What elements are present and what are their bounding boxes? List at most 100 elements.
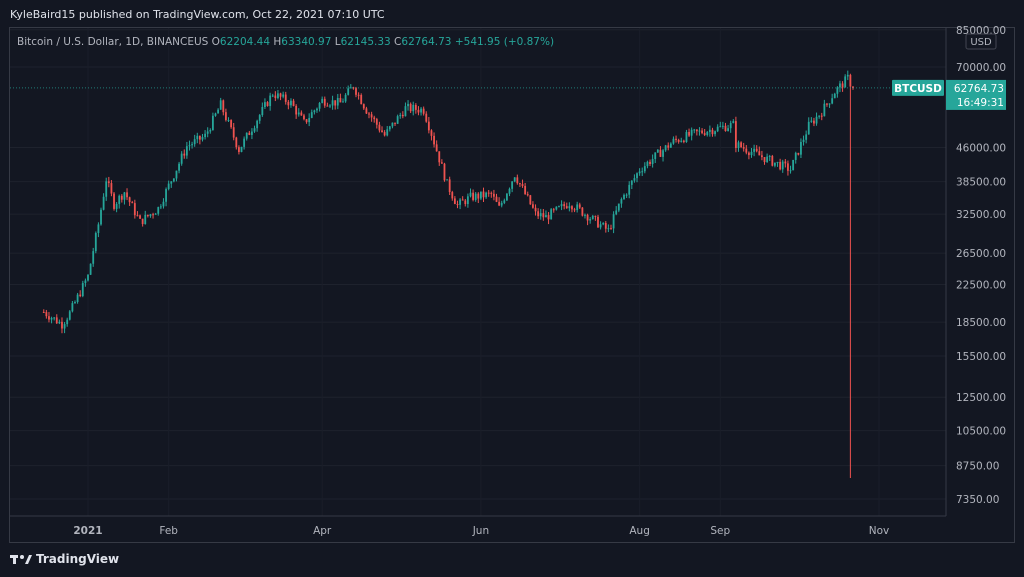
candle bbox=[761, 150, 763, 161]
candle-body bbox=[766, 156, 769, 163]
candle bbox=[89, 263, 92, 275]
candle bbox=[235, 136, 238, 150]
candle bbox=[157, 206, 160, 216]
candle-body bbox=[74, 302, 76, 304]
candle-body bbox=[839, 83, 841, 88]
candle-body bbox=[269, 95, 272, 107]
candle bbox=[50, 316, 53, 324]
candle-body bbox=[820, 115, 823, 117]
candle-body bbox=[394, 122, 396, 124]
brand-name: TradingView bbox=[36, 552, 120, 566]
candle bbox=[162, 198, 165, 209]
candle bbox=[472, 189, 475, 202]
candle bbox=[742, 142, 745, 152]
candle-body bbox=[529, 195, 532, 205]
candle-body bbox=[560, 204, 563, 207]
candle-body bbox=[409, 103, 412, 112]
candles bbox=[10, 70, 946, 479]
candle bbox=[602, 222, 605, 226]
candle bbox=[71, 300, 74, 313]
candle-body bbox=[206, 131, 209, 134]
change-value: +541.95 (+0.87%) bbox=[454, 36, 555, 48]
candle bbox=[344, 93, 347, 103]
symbol-tag-bg bbox=[892, 79, 944, 96]
candle-body bbox=[290, 100, 292, 106]
candle bbox=[690, 127, 693, 141]
top-bar: KyleBaird15 published on TradingView.com… bbox=[0, 0, 1024, 28]
currency-badge[interactable]: USD bbox=[965, 33, 997, 50]
candle-body bbox=[492, 193, 495, 197]
candle bbox=[412, 101, 415, 116]
candle bbox=[180, 151, 183, 166]
candle bbox=[456, 200, 459, 209]
candle bbox=[789, 165, 792, 174]
candle bbox=[599, 221, 602, 230]
candle bbox=[511, 180, 514, 193]
candle-body bbox=[238, 147, 240, 152]
candle bbox=[708, 125, 711, 137]
candle bbox=[482, 187, 485, 203]
price-axis: 85000.00 70000.00 46000.00 38500.00 32500.00… bbox=[892, 25, 1006, 506]
candle bbox=[185, 141, 188, 159]
candle bbox=[287, 100, 290, 110]
candle-body bbox=[232, 127, 235, 138]
candle bbox=[675, 135, 677, 143]
candle-body bbox=[271, 95, 274, 97]
candle bbox=[492, 189, 495, 201]
candle bbox=[110, 180, 113, 197]
candle bbox=[74, 300, 76, 304]
candle-body bbox=[563, 204, 566, 207]
candle bbox=[435, 140, 438, 152]
candle bbox=[584, 213, 586, 219]
candle-body bbox=[685, 132, 688, 142]
candle-body bbox=[768, 156, 771, 158]
candle-body bbox=[292, 100, 295, 106]
candle-body bbox=[461, 199, 464, 201]
candle-body bbox=[495, 196, 498, 202]
candle bbox=[115, 202, 118, 213]
candle-body bbox=[211, 115, 214, 131]
candle-body bbox=[776, 161, 779, 163]
candle-body bbox=[774, 162, 776, 166]
price-tick-label: 46000.00 bbox=[956, 142, 1006, 154]
candle bbox=[243, 136, 246, 150]
candle-body bbox=[224, 112, 227, 121]
candle bbox=[386, 125, 389, 137]
candle-body bbox=[771, 156, 774, 166]
tradingview-logo[interactable]: TradingView bbox=[10, 552, 119, 566]
candle-body bbox=[55, 317, 58, 324]
candle bbox=[581, 207, 584, 217]
candle bbox=[336, 93, 339, 110]
candle bbox=[303, 113, 305, 121]
candle bbox=[477, 192, 480, 204]
candle-body bbox=[227, 120, 230, 122]
candle bbox=[394, 122, 396, 126]
candle bbox=[797, 152, 800, 156]
candle bbox=[555, 206, 558, 211]
candle-body bbox=[734, 121, 737, 149]
candle bbox=[266, 101, 269, 107]
candle-body bbox=[656, 149, 659, 153]
candle-body bbox=[617, 203, 620, 211]
candle bbox=[638, 168, 641, 176]
candle-body bbox=[703, 133, 706, 135]
candle-body bbox=[591, 215, 594, 219]
candle bbox=[292, 98, 295, 107]
candle-body bbox=[552, 209, 555, 211]
candle bbox=[355, 86, 357, 98]
candle-body bbox=[638, 171, 641, 174]
candle-body bbox=[763, 157, 766, 163]
candle-body bbox=[641, 171, 644, 173]
candle bbox=[620, 197, 623, 208]
candle-body bbox=[440, 162, 443, 164]
candle bbox=[852, 86, 854, 90]
candle-body bbox=[209, 130, 212, 132]
candle bbox=[269, 92, 272, 111]
candle-body bbox=[719, 126, 722, 128]
candle-body bbox=[165, 189, 167, 202]
candle bbox=[839, 80, 841, 93]
candle bbox=[175, 170, 178, 182]
price-tag-bg bbox=[946, 79, 1006, 110]
candle bbox=[664, 144, 667, 152]
